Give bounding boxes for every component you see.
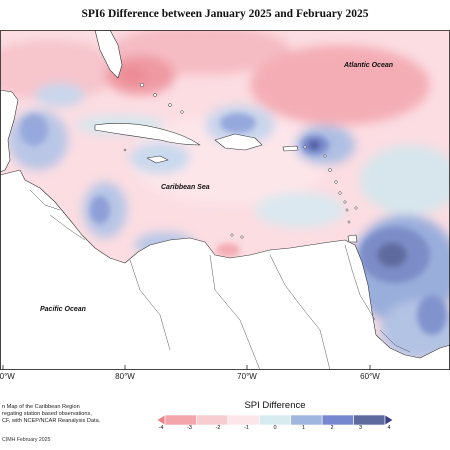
legend-swatch: [353, 414, 386, 426]
cuba-land: [94, 123, 201, 146]
legend-tick-label: -1: [244, 425, 249, 431]
field-lightblue-mid: [255, 192, 345, 228]
legend-tick-label: 0: [273, 425, 277, 431]
island-st-vincent: [345, 208, 349, 212]
island-dominica: [334, 180, 338, 184]
puerto-rico-land: [282, 145, 299, 152]
field-red-bahamas: [119, 66, 147, 84]
island-bahamas-1: [139, 82, 145, 88]
island-chain: [123, 82, 358, 239]
legend-swatch: [321, 414, 354, 426]
field-pink-core-venezuela: [216, 243, 240, 257]
landmasses: [0, 89, 450, 370]
island-bahamas-2: [153, 93, 157, 97]
jamaica-land: [146, 155, 169, 164]
island-antigua: [323, 154, 327, 158]
island-guadeloupe: [328, 168, 332, 172]
island-st-lucia: [343, 200, 347, 204]
legend-tick-label: 1: [301, 425, 306, 431]
field-pink-west: [0, 40, 120, 100]
field-blue-east: [360, 145, 450, 215]
country-borders: [29, 189, 411, 370]
island-caymans: [123, 148, 127, 152]
label-pacific-ocean: Pacific Ocean: [40, 306, 86, 313]
florida-land: [94, 30, 123, 79]
credit-line-3: CF, with NCEP/NCAR Reanalysis Data.: [2, 418, 101, 424]
map-title: SPI6 Difference between January 2025 and…: [81, 8, 369, 20]
central-america-land: [0, 169, 450, 370]
legend-tick-label: -2: [215, 425, 221, 431]
island-grenada: [347, 220, 351, 224]
spi-difference-map: [0, 30, 450, 370]
island-aruba: [230, 233, 234, 237]
island-curacao: [240, 235, 244, 239]
island-barbados: [354, 206, 358, 210]
trinidad-land: [347, 234, 358, 243]
field-pink-atlantic: [250, 45, 430, 125]
legend-swatch: [290, 414, 323, 426]
label-caribbean-sea: Caribbean Sea: [161, 184, 210, 191]
legend-tick-label: -4: [158, 425, 164, 431]
longitude-label-90w: 90°W: [0, 372, 15, 381]
field-darkblue-core-antilles: [308, 140, 320, 150]
field-blue-core-hispaniola: [220, 113, 256, 133]
legend-extend-high: [384, 414, 394, 426]
footer-date: CIMH February 2025: [2, 437, 51, 443]
legend-swatch: [227, 414, 260, 426]
island-martinique: [338, 191, 342, 195]
credit-text: n Map of the Caribbean Region regating s…: [2, 404, 152, 425]
legend-swatch: [164, 414, 197, 426]
legend-swatch: [258, 414, 292, 426]
field-blue-gulf: [35, 83, 85, 107]
legend-extend-low: [156, 414, 166, 426]
credit-line-1: n Map of the Caribbean Region: [2, 404, 80, 410]
legend-tick-label: 2: [330, 425, 334, 431]
longitude-label-80w: 80°W: [115, 372, 135, 381]
hispaniola-land: [214, 133, 263, 151]
island-virgin: [303, 145, 307, 149]
field-darkblue-core-se: [377, 243, 407, 267]
field-blue-core-yucatan: [20, 114, 48, 146]
longitude-ticks: [2, 365, 371, 370]
mexico-west-land: [0, 89, 19, 173]
legend-tick-label: 4: [387, 425, 391, 431]
longitude-label-60w: 60°W: [360, 372, 380, 381]
legend-tick-label: -3: [187, 425, 192, 431]
field-blue-core-west: [90, 196, 110, 224]
longitude-label-70w: 70°W: [237, 372, 257, 381]
credit-line-2: regating station based observations,: [2, 411, 92, 417]
legend-colorbar: [156, 414, 394, 426]
field-blue-core-lower-right: [417, 295, 447, 335]
island-bahamas-4: [180, 110, 184, 114]
island-bahamas-3: [168, 103, 172, 107]
legend-tick-label: 3: [358, 425, 363, 431]
label-atlantic-ocean: Atlantic Ocean: [344, 62, 394, 69]
legend-title: SPI Difference: [244, 400, 306, 411]
legend-swatch: [196, 414, 229, 426]
